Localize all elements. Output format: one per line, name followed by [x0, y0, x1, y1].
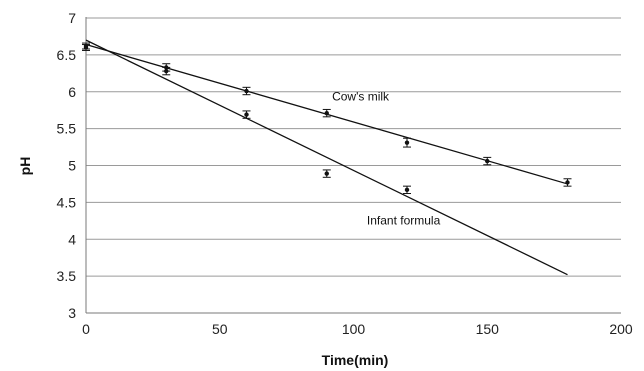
series-layer: Cow's milk Infant formula — [82, 39, 572, 276]
y-tick-label: 7 — [68, 10, 76, 26]
data-point-infant-formula — [164, 68, 169, 74]
data-point-cow-s-milk — [404, 140, 410, 145]
axis-layer: 3 3.5 4 4.5 5 5.5 6 6.5 7 0 50 100 150 200 — [57, 10, 633, 337]
data-point-infant-formula — [83, 43, 89, 49]
grid-layer — [86, 17, 621, 277]
data-point-infant-formula — [244, 112, 249, 117]
y-axis-title: pH — [17, 157, 33, 176]
x-tick-label: 0 — [82, 321, 90, 337]
y-tick-label: 4 — [68, 231, 76, 247]
x-tick-label: 150 — [476, 321, 500, 337]
y-tick-label: 5.5 — [57, 121, 77, 137]
y-tick-label: 6 — [68, 84, 76, 100]
x-tick-label: 50 — [212, 321, 228, 337]
y-tick-label: 6.5 — [57, 47, 77, 63]
y-tick-label: 3.5 — [57, 268, 77, 284]
series-label-cow-s-milk: Cow's milk — [332, 90, 390, 104]
x-axis-title: Time(min) — [322, 352, 389, 368]
data-point-cow-s-milk — [485, 158, 490, 164]
y-tick-label: 3 — [68, 305, 76, 321]
x-tick-label: 100 — [342, 321, 366, 337]
series-label-infant-formula: Infant formula — [367, 214, 441, 228]
data-point-infant-formula — [404, 187, 410, 193]
data-point-cow-s-milk — [244, 88, 249, 94]
data-point-cow-s-milk — [565, 180, 570, 185]
data-point-infant-formula — [324, 171, 329, 176]
y-tick-label: 4.5 — [57, 194, 77, 210]
x-tick-label: 200 — [609, 321, 633, 337]
data-point-cow-s-milk — [324, 110, 329, 116]
y-tick-label: 5 — [68, 158, 76, 174]
trendline-infant-formula — [85, 39, 568, 276]
